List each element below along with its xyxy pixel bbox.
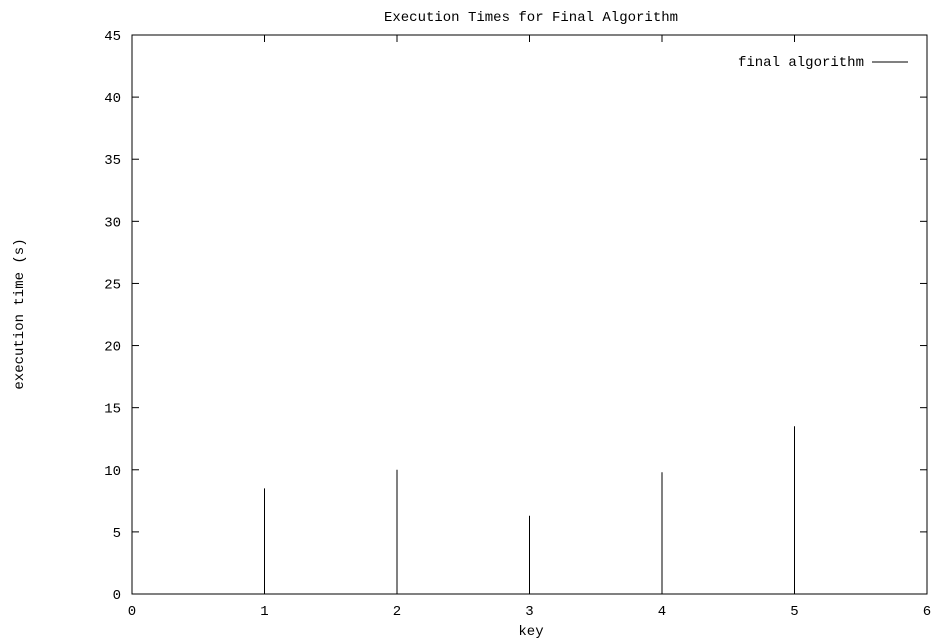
y-tick-label: 0	[113, 588, 121, 604]
y-tick-label: 35	[104, 153, 121, 169]
y-tick-label: 10	[104, 464, 121, 480]
y-tick-label: 20	[104, 340, 121, 356]
x-tick-label: 0	[128, 604, 136, 620]
x-tick-label: 2	[393, 604, 401, 620]
x-tick-label: 4	[658, 604, 666, 620]
y-tick-label: 30	[104, 215, 121, 231]
y-axis-label: execution time (s)	[12, 238, 28, 389]
legend-label: final algorithm	[738, 55, 864, 71]
data-impulses	[264, 426, 795, 594]
x-tick-label: 1	[260, 604, 268, 620]
chart-title: Execution Times for Final Algorithm	[384, 10, 678, 26]
y-tick-label: 40	[104, 91, 121, 107]
y-tick-label: 5	[113, 526, 121, 542]
legend: final algorithm	[738, 55, 908, 71]
y-axis-ticks: 0 5 10 15 20 25 30 35 40 45	[104, 29, 927, 604]
y-tick-label: 45	[104, 29, 121, 45]
plot-frame	[131, 34, 928, 595]
y-tick-label: 25	[104, 277, 121, 293]
x-tick-label: 5	[790, 604, 798, 620]
x-tick-label: 6	[923, 604, 931, 620]
x-axis-label: key	[518, 624, 543, 638]
y-tick-label: 15	[104, 402, 121, 418]
x-tick-label: 3	[525, 604, 533, 620]
